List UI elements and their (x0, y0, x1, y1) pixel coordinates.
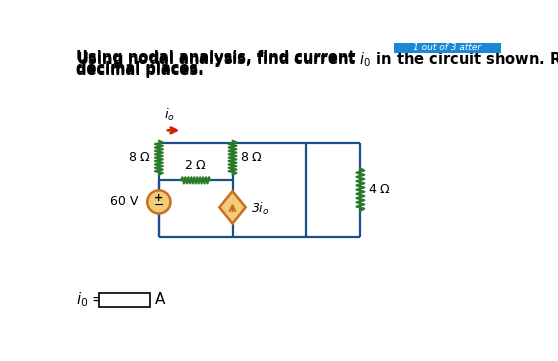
Text: Using nodal analysis, find current: Using nodal analysis, find current (76, 50, 360, 65)
Text: A: A (155, 292, 165, 307)
Text: decimal places.: decimal places. (76, 62, 204, 78)
FancyBboxPatch shape (99, 293, 150, 306)
Text: =: = (92, 292, 104, 307)
Text: $i_0$: $i_0$ (76, 290, 88, 309)
Text: 2 $\Omega$: 2 $\Omega$ (184, 159, 207, 172)
Text: 4 $\Omega$: 4 $\Omega$ (368, 183, 391, 196)
Circle shape (147, 190, 171, 213)
Text: −: − (153, 199, 164, 212)
Text: 8 $\Omega$: 8 $\Omega$ (128, 151, 151, 164)
Polygon shape (219, 191, 246, 223)
Text: Using nodal analysis, find current $i_0$ in the circuit shown. Round your answer: Using nodal analysis, find current $i_0$… (76, 50, 558, 69)
Text: 8 $\Omega$: 8 $\Omega$ (240, 151, 263, 164)
Text: 1 out of 3 atter: 1 out of 3 atter (413, 43, 481, 52)
Text: $i_o$: $i_o$ (164, 107, 175, 123)
Text: 60 V: 60 V (110, 195, 139, 208)
Text: 3$i_o$: 3$i_o$ (251, 201, 270, 217)
FancyBboxPatch shape (394, 42, 501, 53)
Text: +: + (154, 193, 163, 204)
Text: decimal places.: decimal places. (76, 61, 204, 76)
